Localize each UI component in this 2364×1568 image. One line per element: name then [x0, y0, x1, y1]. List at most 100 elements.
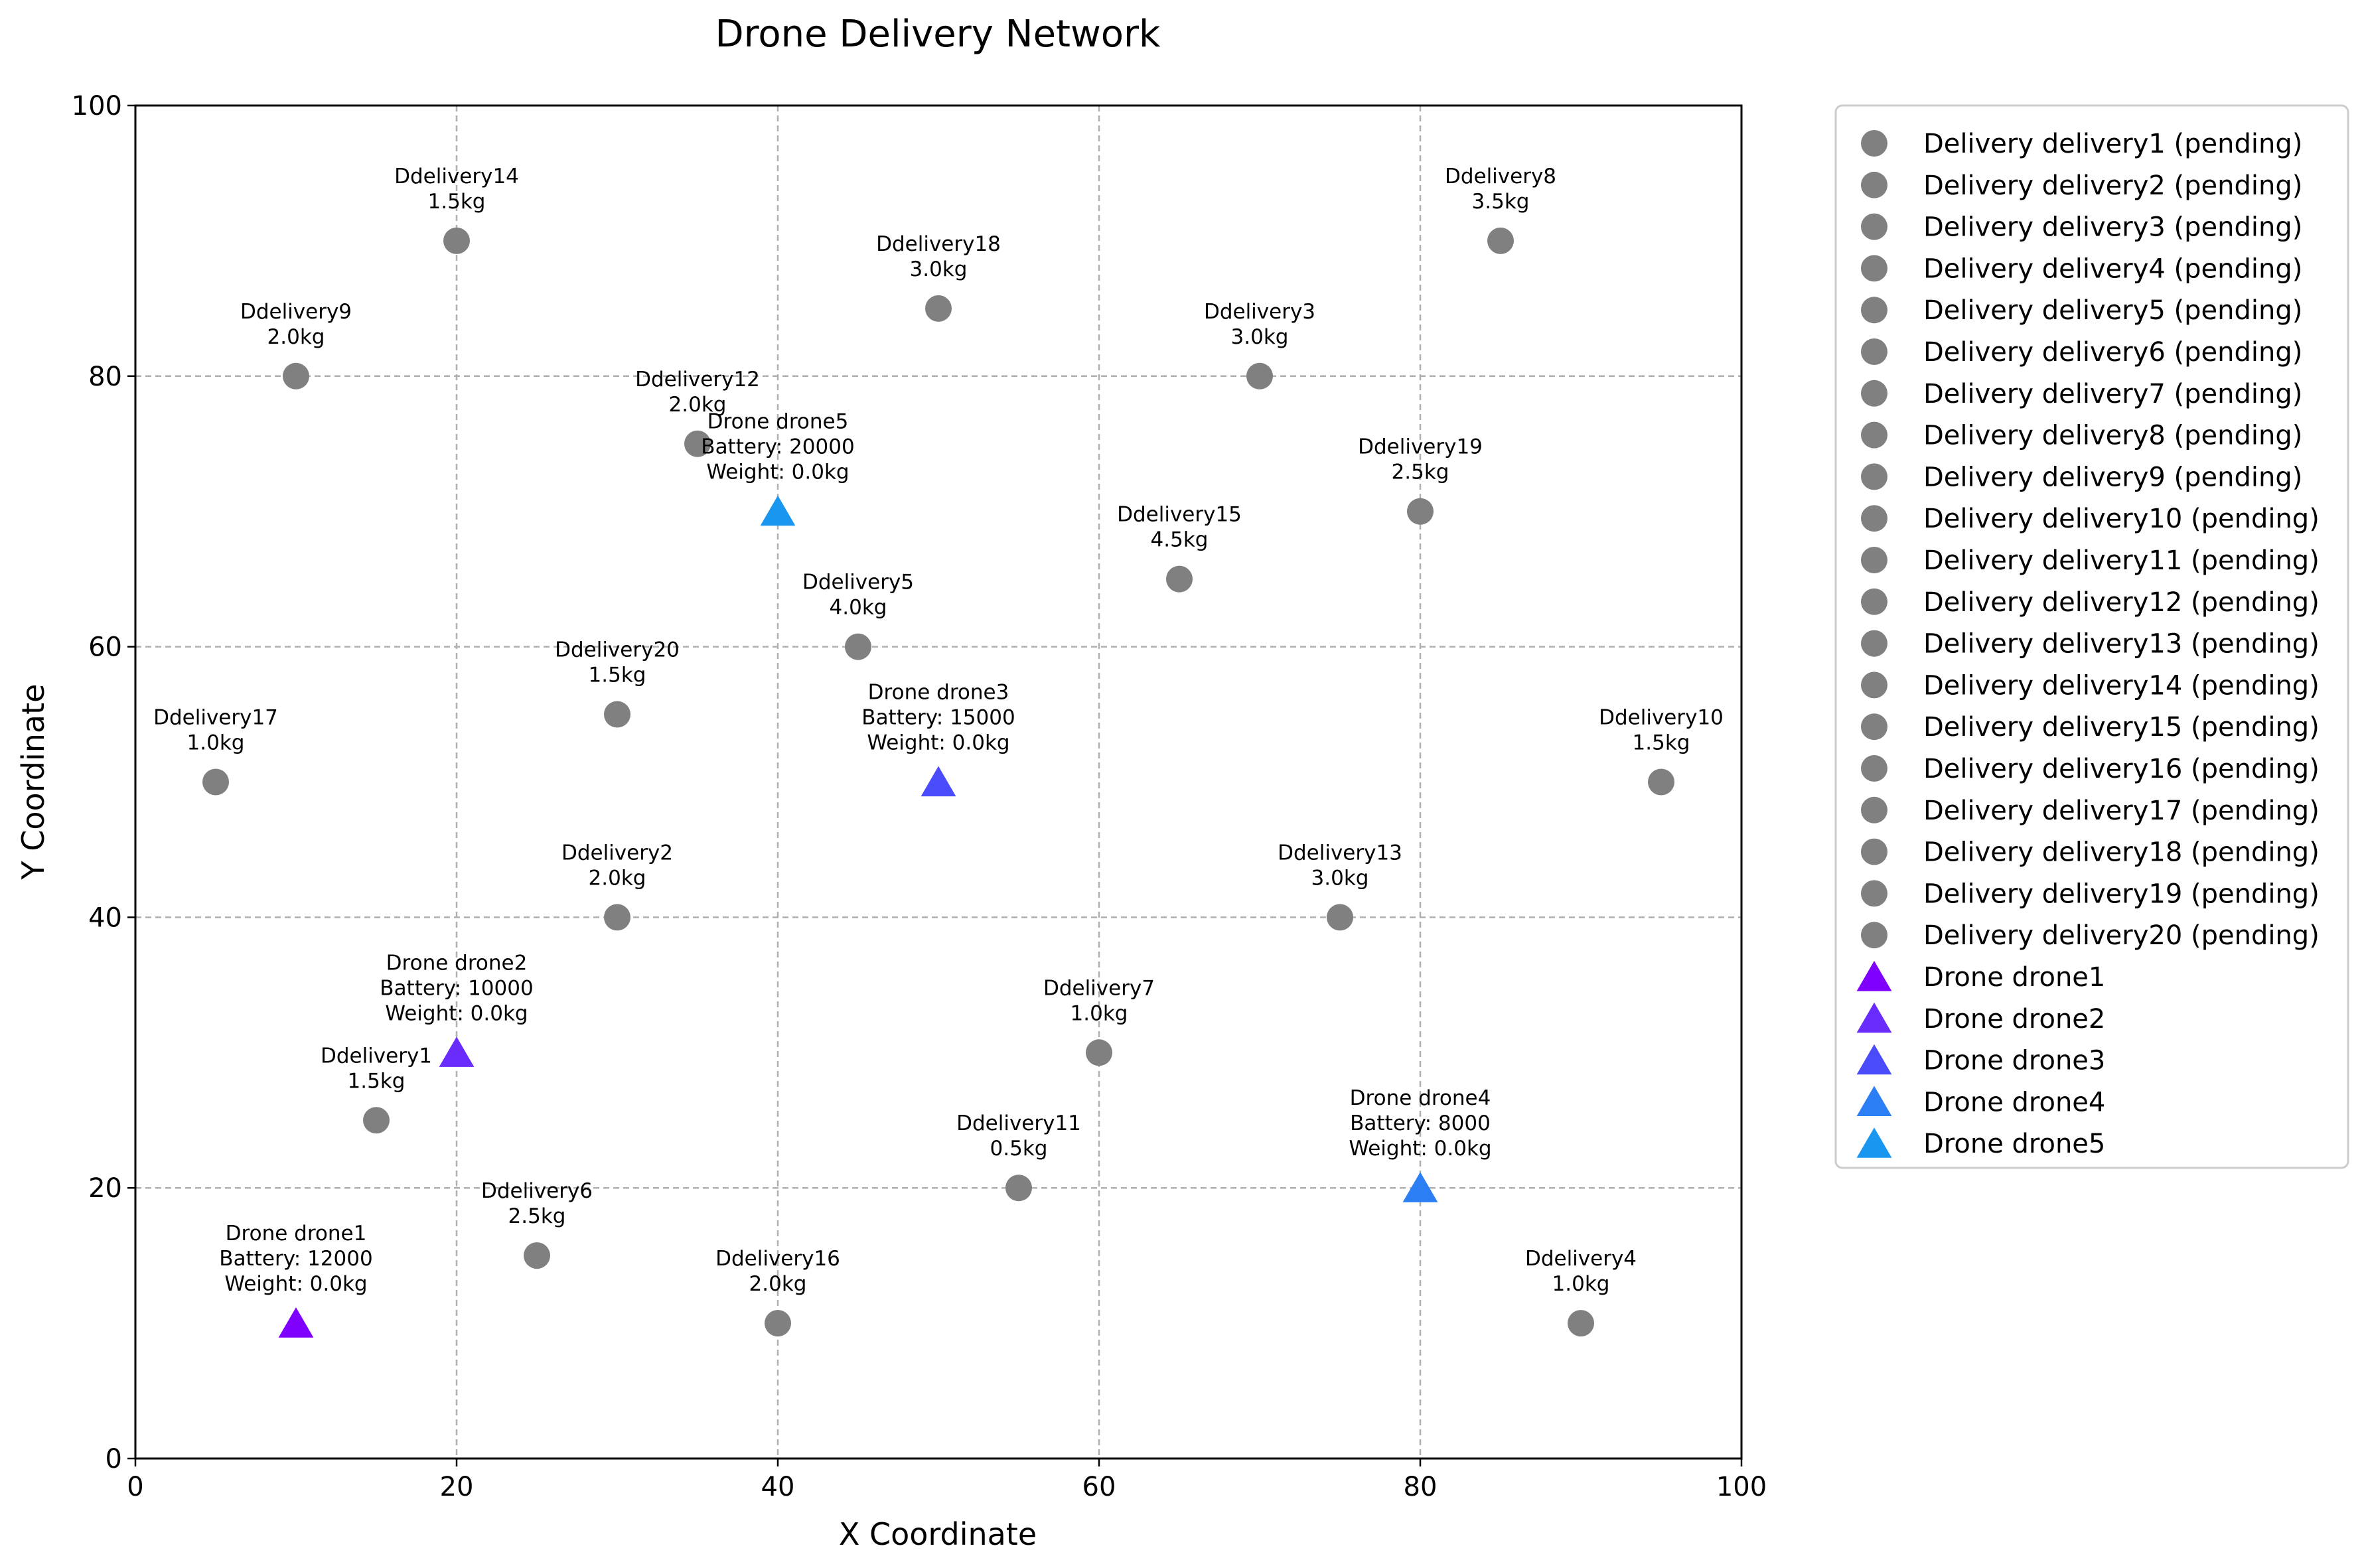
legend-entry-drone: Drone drone4 — [1923, 1087, 2105, 1117]
delivery-label-name: Ddelivery16 — [715, 1247, 840, 1271]
drone-point — [1402, 1172, 1438, 1202]
delivery-point — [925, 295, 952, 322]
chart-title: Drone Delivery Network — [715, 13, 1161, 56]
drone-label-name: Drone drone5 — [707, 410, 849, 434]
x-tick-label: 60 — [1082, 1472, 1116, 1502]
legend-entry-delivery: Delivery delivery19 (pending) — [1923, 879, 2320, 909]
legend-marker-drone — [1856, 961, 1892, 991]
delivery-label-weight: 2.0kg — [669, 393, 727, 417]
delivery-label-weight: 4.5kg — [1151, 528, 1209, 552]
drone-label-battery: Battery: 15000 — [861, 706, 1015, 730]
drone-label-weight: Weight: 0.0kg — [224, 1272, 367, 1296]
drone-label-name: Drone drone1 — [226, 1222, 367, 1246]
legend-marker-delivery — [1861, 713, 1887, 741]
legend-marker-delivery — [1861, 380, 1887, 407]
delivery-label-name: Ddelivery2 — [561, 841, 673, 865]
legend-entry-delivery: Delivery delivery5 (pending) — [1923, 295, 2302, 326]
x-tick-label: 100 — [1716, 1472, 1767, 1502]
delivery-label-name: Ddelivery13 — [1278, 841, 1402, 865]
legend-marker-delivery — [1861, 755, 1887, 782]
legend-entry-delivery: Delivery delivery6 (pending) — [1923, 337, 2302, 368]
legend-marker-delivery — [1861, 171, 1887, 198]
legend-marker-drone — [1856, 1086, 1892, 1116]
delivery-point — [443, 227, 470, 254]
delivery-point — [845, 633, 871, 660]
legend-marker-delivery — [1861, 838, 1887, 865]
delivery-label-weight: 2.0kg — [589, 866, 646, 890]
delivery-point — [1407, 498, 1434, 525]
delivery-point — [1327, 904, 1353, 931]
legend: Delivery delivery1 (pending) Delivery del… — [1834, 104, 2349, 1169]
legend-marker-delivery — [1861, 421, 1887, 449]
legend-frame — [1834, 104, 2349, 1169]
delivery-label-name: Ddelivery8 — [1445, 165, 1556, 188]
legend-entry-drone: Drone drone5 — [1923, 1129, 2105, 1159]
x-axis-label: X Coordinate — [839, 1516, 1037, 1552]
delivery-label-weight: 1.0kg — [187, 731, 245, 755]
legend-entry-delivery: Delivery delivery18 (pending) — [1923, 837, 2320, 868]
legend-entry-delivery: Delivery delivery4 (pending) — [1923, 253, 2302, 284]
legend-entry-delivery: Delivery delivery1 (pending) — [1923, 129, 2302, 159]
legend-entry-delivery: Delivery delivery10 (pending) — [1923, 504, 2320, 534]
legend-marker-delivery — [1861, 505, 1887, 532]
delivery-label-name: Ddelivery15 — [1117, 503, 1242, 527]
delivery-label-weight: 1.5kg — [589, 664, 646, 687]
legend-entry-delivery: Delivery delivery12 (pending) — [1923, 587, 2320, 618]
delivery-label-name: Ddelivery20 — [555, 638, 680, 662]
plot-area-frame — [134, 104, 1743, 1460]
delivery-label-name: Ddelivery4 — [1525, 1247, 1637, 1271]
legend-marker-drone — [1856, 1044, 1892, 1075]
delivery-label-name: Ddelivery18 — [876, 232, 1001, 256]
legend-marker-delivery — [1861, 463, 1887, 490]
delivery-label-name: Ddelivery9 — [240, 300, 352, 324]
drone-label-weight: Weight: 0.0kg — [867, 731, 1009, 755]
drone-label-name: Drone drone3 — [868, 681, 1009, 705]
delivery-label-weight: 3.0kg — [910, 257, 968, 281]
delivery-point — [283, 362, 309, 390]
delivery-label-name: Ddelivery5 — [802, 571, 914, 595]
delivery-point — [1246, 362, 1273, 390]
legend-marker-drone — [1856, 1127, 1892, 1158]
legend-marker-delivery — [1861, 130, 1887, 157]
legend-entry-drone: Drone drone2 — [1923, 1004, 2105, 1034]
delivery-point — [1568, 1310, 1594, 1337]
y-tick-label: 40 — [88, 902, 122, 933]
drone-point — [760, 495, 796, 526]
x-tick-label: 20 — [440, 1472, 474, 1502]
delivery-point — [684, 430, 711, 457]
delivery-label-weight: 1.0kg — [1552, 1272, 1610, 1296]
delivery-label-weight: 3.0kg — [1231, 325, 1289, 349]
drone-label-name: Drone drone2 — [386, 951, 528, 975]
delivery-point — [765, 1310, 791, 1337]
legend-marker-delivery — [1861, 630, 1887, 657]
legend-entry-delivery: Delivery delivery20 (pending) — [1923, 920, 2320, 951]
delivery-label-name: Ddelivery6 — [481, 1179, 593, 1203]
delivery-label-weight: 0.5kg — [990, 1137, 1048, 1161]
delivery-label-weight: 2.0kg — [749, 1272, 807, 1296]
delivery-point — [202, 768, 229, 796]
drone-point — [278, 1307, 314, 1338]
legend-marker-delivery — [1861, 796, 1887, 823]
legend-marker-delivery — [1861, 255, 1887, 282]
point-labels: Ddelivery11.5kgDdelivery22.0kgDdelivery3… — [153, 165, 1724, 1296]
y-tick-label: 100 — [72, 91, 122, 121]
delivery-label-name: Ddelivery19 — [1358, 435, 1483, 459]
delivery-label-name: Ddelivery3 — [1204, 300, 1315, 324]
delivery-label-weight: 1.0kg — [1071, 1001, 1128, 1025]
legend-marker-delivery — [1861, 213, 1887, 240]
drone-label-weight: Weight: 0.0kg — [1349, 1137, 1491, 1161]
legend-entry-delivery: Delivery delivery3 (pending) — [1923, 212, 2302, 243]
legend-marker-drone — [1856, 1002, 1892, 1033]
delivery-label-weight: 2.5kg — [508, 1204, 566, 1228]
legend-marker-delivery — [1861, 880, 1887, 907]
drone-label-weight: Weight: 0.0kg — [385, 1001, 528, 1025]
delivery-label-name: Ddelivery10 — [1599, 706, 1724, 730]
drone-label-weight: Weight: 0.0kg — [706, 461, 849, 484]
delivery-label-name: Ddelivery11 — [956, 1111, 1081, 1135]
delivery-point — [524, 1242, 550, 1269]
y-axis-ticks: 0 20 40 60 80 100 — [72, 91, 135, 1474]
legend-entry-drone: Drone drone1 — [1923, 962, 2105, 993]
delivery-label-name: Ddelivery12 — [635, 368, 760, 392]
delivery-label-name: Ddelivery14 — [394, 165, 519, 188]
y-tick-label: 80 — [88, 362, 122, 392]
